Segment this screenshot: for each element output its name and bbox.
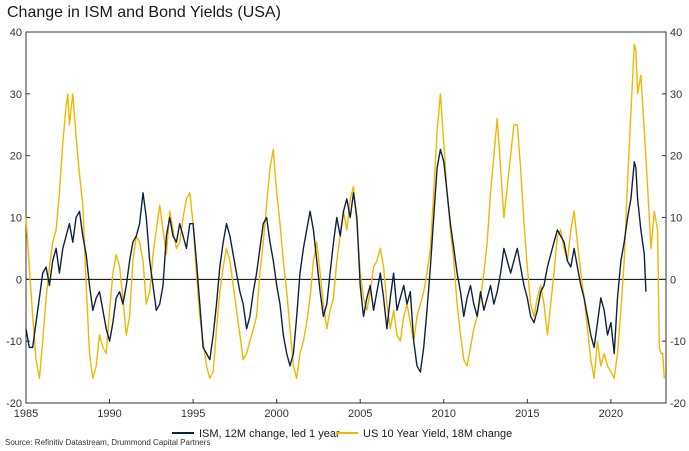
legend-label-bond-yield: US 10 Year Yield, 18M change (363, 428, 512, 440)
left-tick-label: 40 (10, 27, 22, 39)
x-tick-label: 1985 (14, 408, 38, 420)
left-tick-label: 30 (10, 89, 22, 101)
x-tick-label: 1995 (181, 408, 205, 420)
x-tick-label: 2005 (348, 408, 372, 420)
right-tick-label: 0 (670, 274, 676, 286)
x-tick-label: 1990 (97, 408, 121, 420)
right-tick-label: 30 (670, 89, 682, 101)
right-tick-label: -20 (670, 398, 686, 410)
legend-label-ism: ISM, 12M change, led 1 year (199, 428, 340, 440)
x-tick-label: 2000 (264, 408, 288, 420)
left-tick-label: 10 (10, 213, 22, 225)
x-tick-label: 2015 (515, 408, 539, 420)
left-tick-label: -10 (6, 336, 22, 348)
ism-series-line (25, 148, 647, 373)
chart-title: Change in ISM and Bond Yields (USA) (7, 4, 281, 21)
right-tick-label: 40 (670, 27, 682, 39)
right-tick-label: -10 (670, 336, 686, 348)
source-note: Source: Refinitiv Datastream, Drummond C… (5, 438, 211, 447)
x-tick-label: 2010 (432, 408, 456, 420)
right-tick-label: 20 (670, 151, 682, 163)
right-tick-label: 10 (670, 213, 682, 225)
left-tick-label: 20 (10, 151, 22, 163)
left-tick-label: -20 (6, 398, 22, 410)
left-tick-label: 0 (16, 274, 22, 286)
plot-frame (25, 31, 667, 404)
bond-yield-series-line (25, 43, 665, 379)
x-tick-label: 2020 (599, 408, 623, 420)
